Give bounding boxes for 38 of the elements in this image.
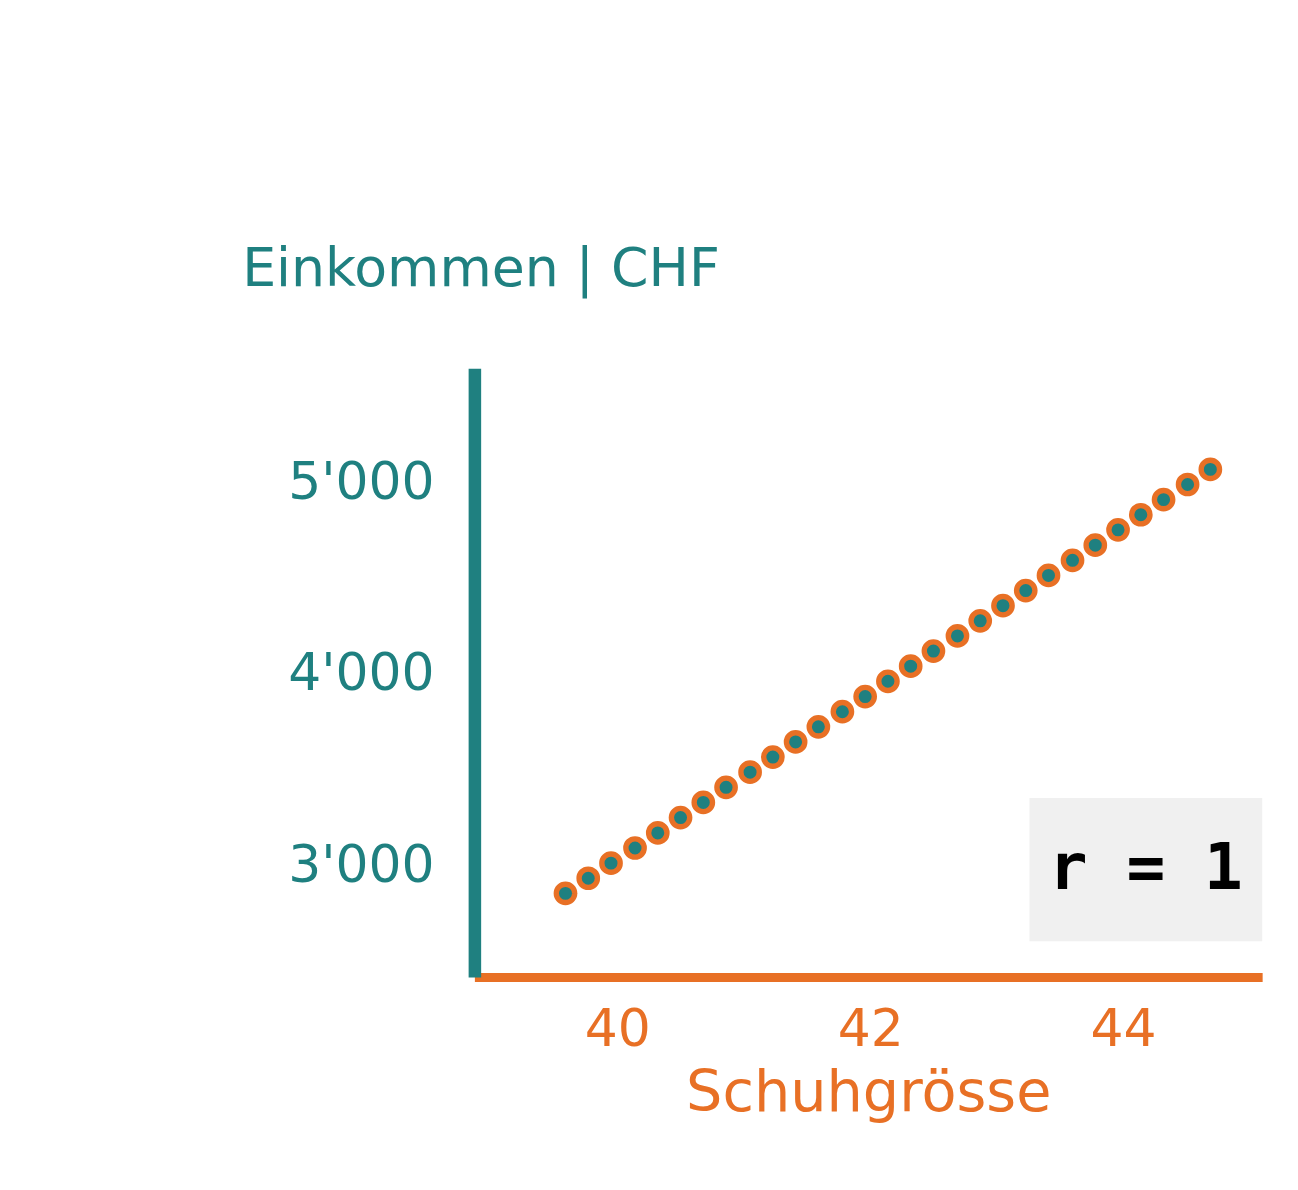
x-tick-label: 42	[837, 997, 904, 1058]
point	[1175, 472, 1200, 497]
point	[1060, 548, 1085, 573]
point	[876, 669, 900, 694]
point	[830, 699, 855, 724]
point	[1128, 502, 1153, 527]
point	[1083, 533, 1108, 558]
x-axis-title: Schuhgrösse	[686, 1057, 1052, 1125]
x-tick-label: 44	[1090, 997, 1157, 1058]
point	[1013, 578, 1038, 603]
y-tick-label: 3'000	[288, 833, 435, 894]
x-tick-label: 40	[584, 997, 651, 1058]
point	[806, 714, 831, 739]
point	[945, 624, 970, 648]
point	[783, 730, 808, 754]
y-tick-label: 4'000	[288, 642, 435, 703]
point	[1036, 563, 1061, 588]
point	[853, 684, 878, 709]
point	[645, 821, 670, 845]
point	[714, 775, 738, 800]
point	[921, 639, 946, 663]
point	[623, 836, 647, 860]
point	[599, 851, 623, 875]
point	[576, 866, 601, 891]
point	[968, 608, 993, 633]
point	[991, 593, 1015, 618]
point	[691, 790, 716, 815]
annotation: r = 1	[1048, 829, 1243, 905]
point	[1198, 457, 1223, 482]
point	[738, 760, 762, 785]
y-tick-label: 5'000	[288, 450, 435, 511]
point	[1151, 487, 1176, 512]
point	[760, 745, 785, 769]
point	[553, 881, 578, 906]
point	[668, 805, 693, 830]
point	[898, 654, 923, 678]
y-axis-title: Einkommen | CHF	[242, 235, 720, 299]
point	[1106, 518, 1130, 542]
